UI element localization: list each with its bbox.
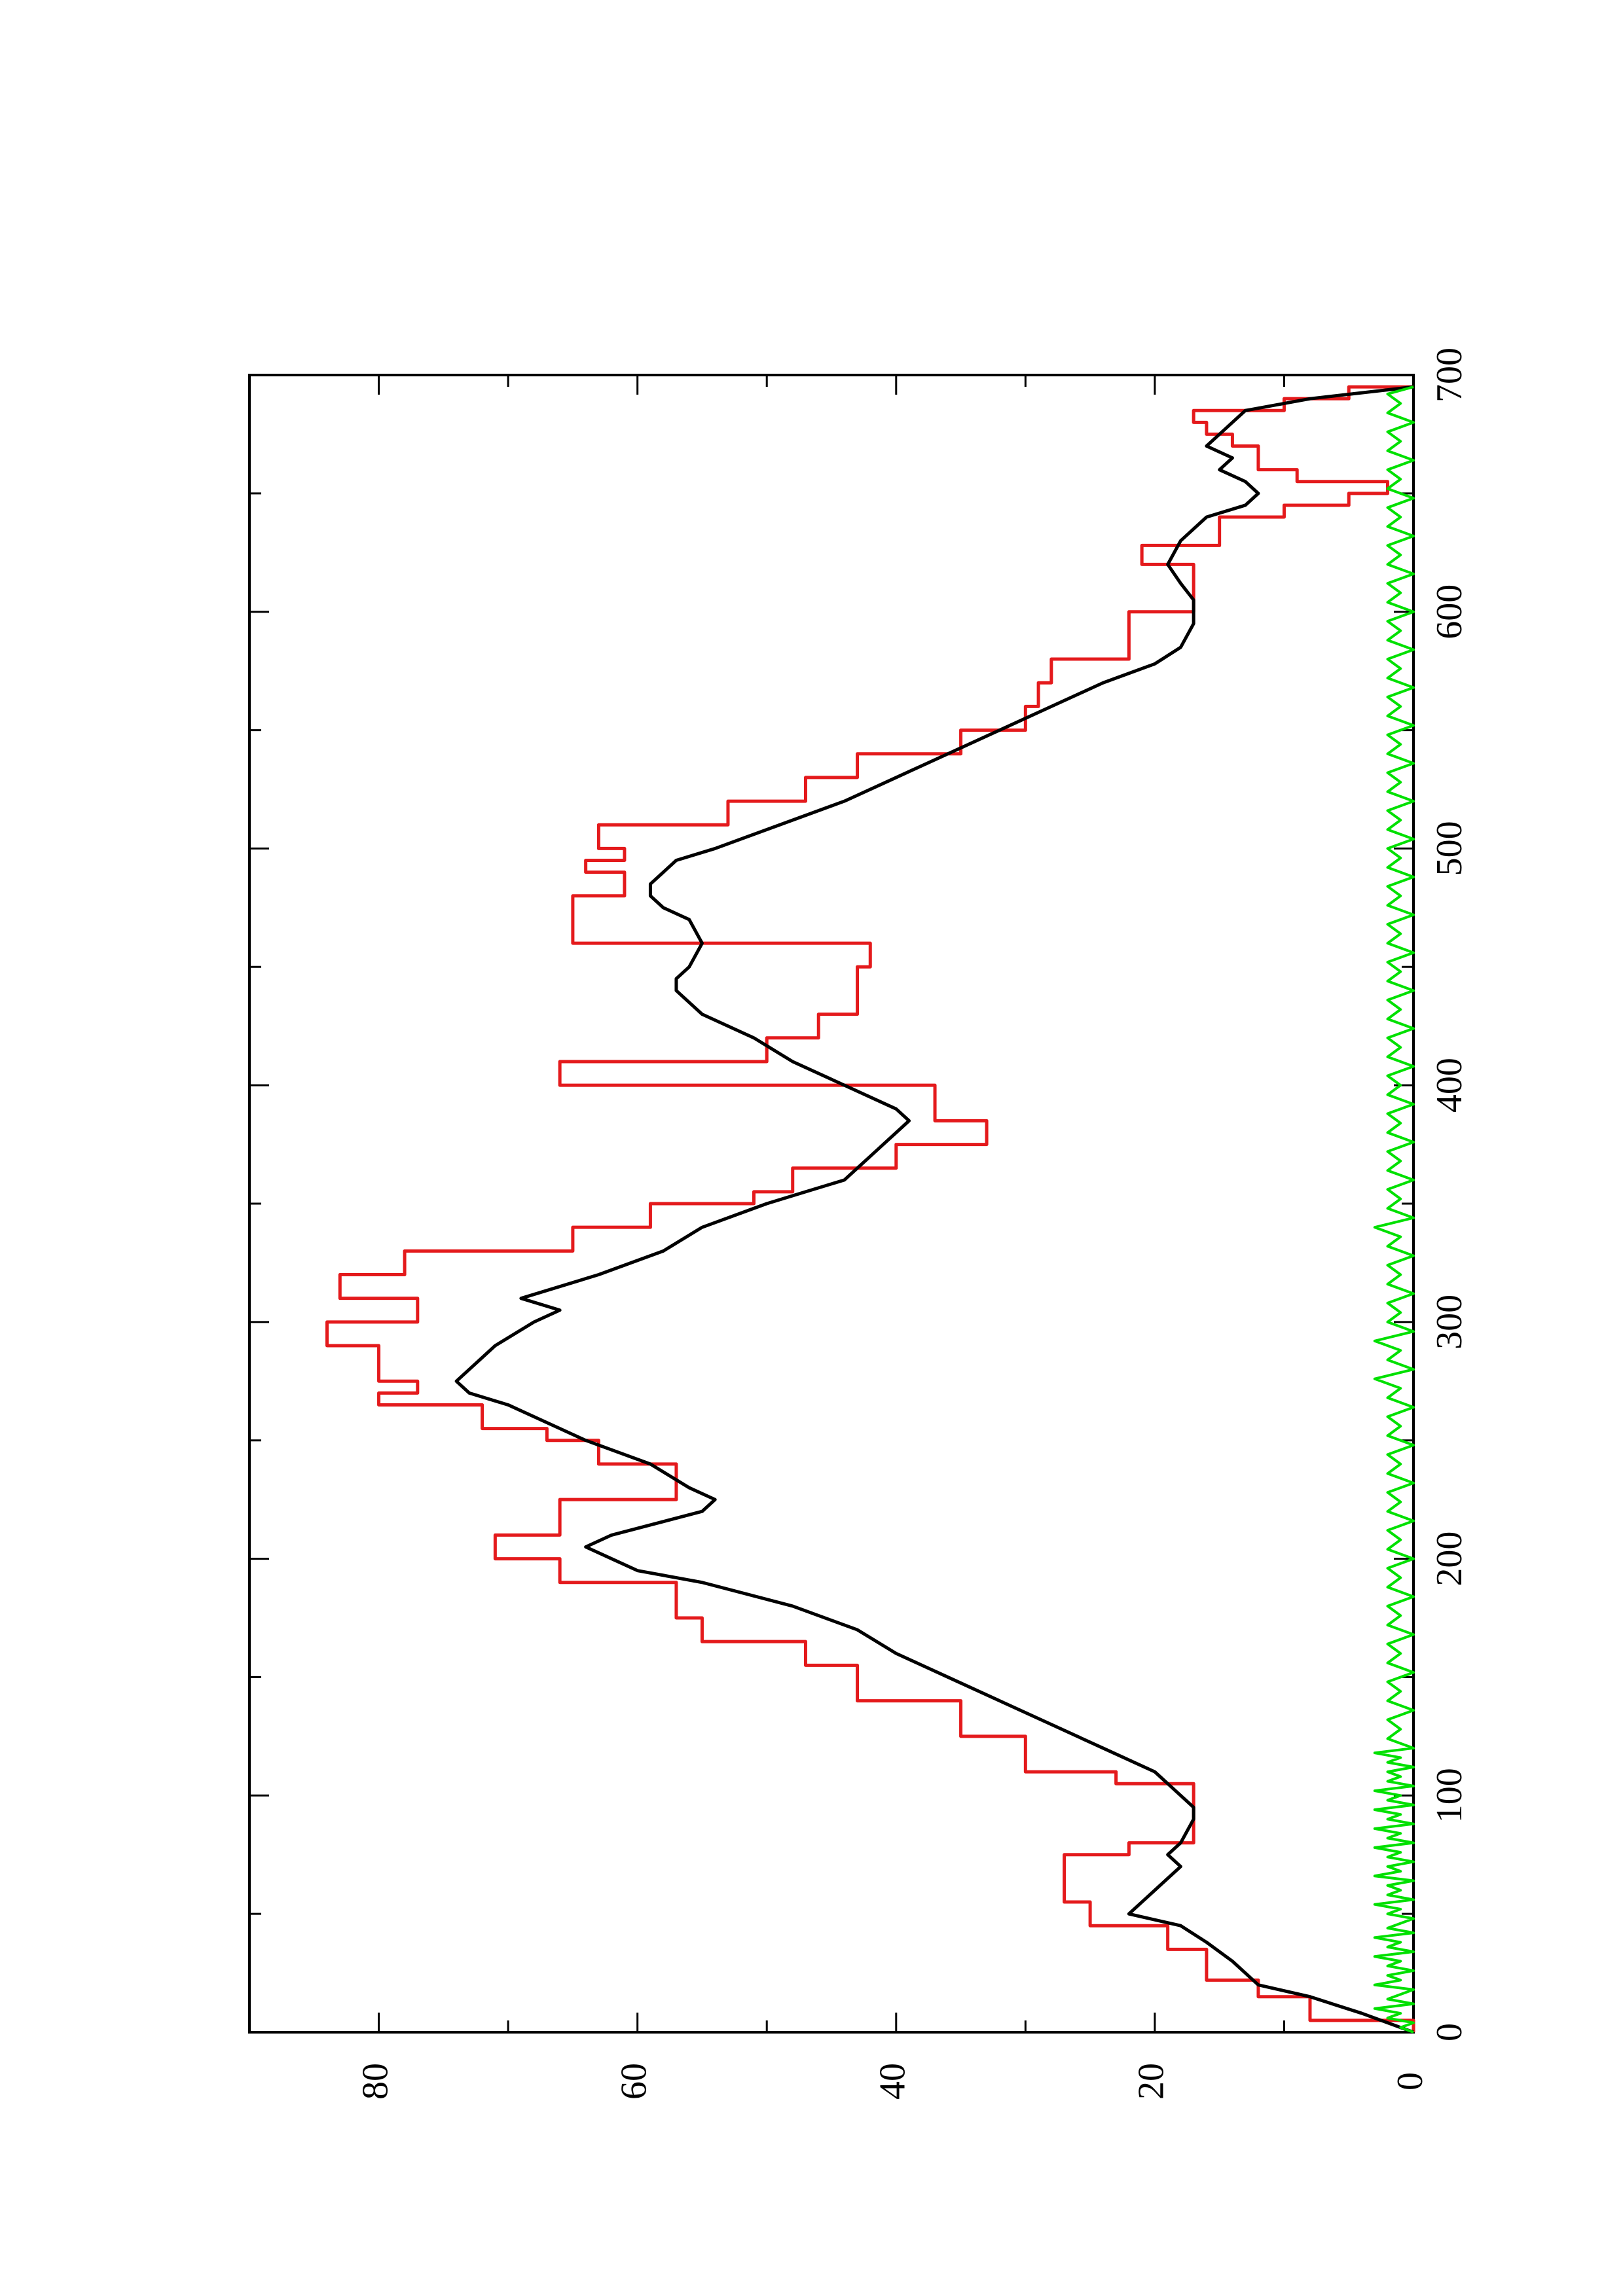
x-tick-label: 700 <box>1429 348 1470 403</box>
axis-tick-labels: 0 100 200 300 400 500 600 700 0 20 40 60 80 <box>355 348 1469 2100</box>
series-line-1 <box>325 385 1415 2032</box>
plot-frame <box>248 374 1415 2034</box>
y-tick-label: 80 <box>355 2063 395 2100</box>
y-tick-label: 0 <box>1390 2072 1431 2090</box>
x-tick-label: 500 <box>1429 821 1470 876</box>
x-tick-label: 300 <box>1429 1295 1470 1350</box>
series-line-3 <box>1373 386 1415 2034</box>
x-tick-label: 400 <box>1429 1058 1470 1113</box>
x-tick-label: 100 <box>1429 1768 1470 1823</box>
axis-ticks <box>249 374 1415 2034</box>
x-tick-label: 200 <box>1429 1532 1470 1587</box>
y-tick-label: 20 <box>1131 2063 1172 2100</box>
series-line-2 <box>454 385 1414 2034</box>
x-tick-label: 600 <box>1429 584 1470 639</box>
y-tick-label: 40 <box>873 2063 913 2100</box>
x-tick-label: 0 <box>1429 2023 1470 2041</box>
data-series <box>325 385 1415 2034</box>
y-tick-label: 60 <box>614 2063 655 2100</box>
